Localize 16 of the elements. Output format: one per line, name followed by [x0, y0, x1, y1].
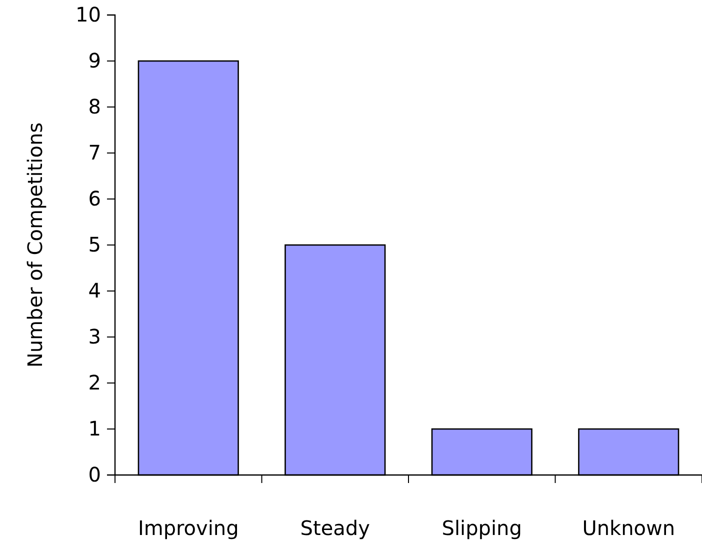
- y-tick-label: 10: [76, 2, 101, 26]
- y-tick-label: 8: [88, 94, 101, 118]
- x-tick-label: Unknown: [582, 516, 676, 540]
- y-tick-label: 6: [88, 186, 101, 210]
- y-tick-label: 7: [88, 140, 101, 164]
- y-axis-title: Number of Competitions: [23, 122, 47, 368]
- y-tick-label: 2: [88, 370, 101, 394]
- x-tick-label: Slipping: [442, 516, 522, 540]
- y-tick-label: 3: [88, 324, 101, 348]
- y-tick-label: 4: [88, 278, 101, 302]
- x-tick-label: Improving: [138, 516, 239, 540]
- y-tick-label: 9: [88, 48, 101, 72]
- y-tick-label: 1: [88, 416, 101, 440]
- y-tick-label: 5: [88, 232, 101, 256]
- y-tick-label: 0: [88, 462, 101, 486]
- x-tick-label: Steady: [300, 516, 370, 540]
